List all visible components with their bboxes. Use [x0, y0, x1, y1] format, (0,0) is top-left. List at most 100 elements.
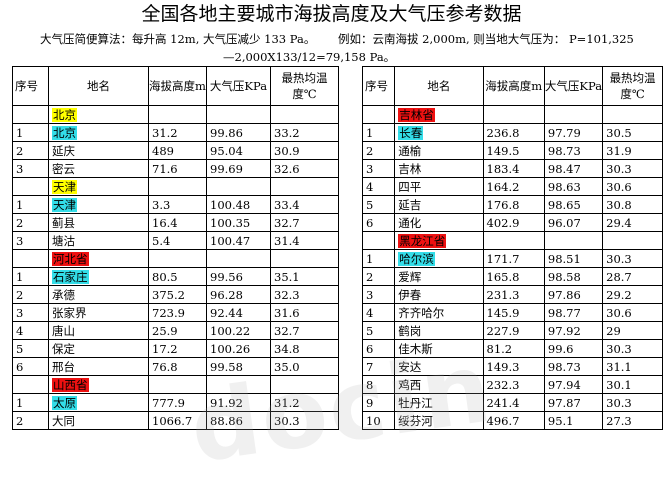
altitude-cell — [148, 177, 207, 196]
altitude-cell: 81.2 — [482, 339, 545, 358]
row-no: 6 — [361, 213, 396, 232]
temp-cell: 34.8 — [270, 339, 339, 358]
row-no: 10 — [361, 411, 396, 430]
place-cell: 鸡西 — [394, 375, 484, 394]
place-name: 通榆 — [398, 143, 422, 158]
header-row: 序号 地名 海拔高度m 大气压KPa 最热均温度℃ — [12, 66, 339, 106]
row-no: 1 — [361, 249, 396, 268]
altitude-cell: 17.2 — [148, 339, 207, 358]
altitude-cell — [148, 105, 207, 124]
altitude-cell: 1066.7 — [148, 411, 207, 430]
place-name: 太原 — [52, 395, 77, 410]
table-row: 1 北京 31.2 99.86 33.2 — [12, 123, 339, 142]
altitude-cell: 231.3 — [482, 285, 545, 304]
row-no: 9 — [361, 393, 396, 412]
altitude-cell: 176.8 — [482, 195, 545, 214]
temp-cell: 30.3 — [270, 411, 339, 430]
temp-cell: 30.3 — [602, 249, 663, 268]
place-name: 长春 — [398, 125, 424, 140]
altitude-cell: 76.8 — [148, 357, 207, 376]
pressure-cell — [543, 105, 604, 124]
pressure-cell: 100.47 — [206, 231, 271, 250]
group-name-cell: 河北省 — [48, 249, 149, 268]
temp-cell: 31.2 — [270, 393, 339, 412]
temp-cell — [270, 249, 339, 268]
row-no: 3 — [361, 285, 396, 304]
header-hottest: 最热均温度℃ — [270, 66, 339, 106]
temp-cell: 30.3 — [602, 159, 663, 178]
table-row: 5 延吉 176.8 98.65 30.8 — [361, 195, 663, 214]
altitude-cell: 183.4 — [482, 159, 545, 178]
group-row: 吉林省 — [361, 105, 663, 124]
row-no: 3 — [12, 303, 49, 322]
row-no: 2 — [12, 141, 49, 160]
place-cell: 大同 — [48, 411, 149, 430]
page-title: 全国各地主要城市海拔高度及大气压参考数据 — [141, 3, 522, 25]
group-row: 黑龙江省 — [361, 231, 663, 250]
pressure-cell: 98.51 — [543, 249, 604, 268]
pressure-cell: 92.44 — [206, 303, 271, 322]
table-row: 10 绥芬河 496.7 95.1 27.3 — [361, 411, 663, 430]
altitude-cell: 80.5 — [148, 267, 207, 286]
place-name: 北京 — [52, 125, 77, 140]
place-cell: 通化 — [394, 213, 484, 232]
table-row: 1 哈尔滨 171.7 98.51 30.3 — [361, 249, 663, 268]
group-name: 北京 — [52, 107, 77, 122]
table-row: 5 保定 17.2 100.26 34.8 — [12, 339, 339, 358]
row-no: 3 — [361, 159, 396, 178]
temp-cell: 30.3 — [602, 393, 663, 412]
place-name: 齐齐哈尔 — [398, 305, 445, 320]
table-row: 9 牡丹江 241.4 97.87 30.3 — [361, 393, 663, 412]
row-no — [12, 375, 49, 394]
place-name: 佳木斯 — [398, 341, 433, 356]
pressure-cell: 97.79 — [543, 123, 604, 142]
altitude-cell — [148, 375, 207, 394]
group-name-cell: 山西省 — [48, 375, 149, 394]
altitude-cell: 236.8 — [482, 123, 545, 142]
place-cell: 张家界 — [48, 303, 149, 322]
pressure-cell — [206, 375, 271, 394]
pressure-cell — [206, 177, 271, 196]
row-no — [361, 105, 396, 124]
place-cell: 齐齐哈尔 — [394, 303, 484, 322]
table-row: 1 天津 3.3 100.48 33.4 — [12, 195, 339, 214]
altitude-cell: 232.3 — [482, 375, 545, 394]
place-name: 石家庄 — [52, 269, 89, 284]
pressure-cell: 99.58 — [206, 357, 271, 376]
pressure-cell: 97.92 — [543, 321, 604, 340]
place-name: 绥芬河 — [398, 413, 433, 428]
place-name: 爱辉 — [398, 269, 422, 284]
row-no — [12, 249, 49, 268]
table-row: 2 爱辉 165.8 98.58 28.7 — [361, 267, 663, 286]
header-no: 序号 — [361, 66, 396, 106]
pressure-cell: 91.92 — [206, 393, 271, 412]
altitude-cell: 496.7 — [482, 411, 545, 430]
table-row: 2 大同 1066.7 88.86 30.3 — [12, 411, 339, 430]
pressure-cell: 99.6 — [543, 339, 604, 358]
temp-cell: 30.5 — [602, 123, 663, 142]
group-row: 河北省 — [12, 249, 339, 268]
table-row: 6 通化 402.9 96.07 29.4 — [361, 213, 663, 232]
table-row: 1 石家庄 80.5 99.56 35.1 — [12, 267, 339, 286]
place-cell: 哈尔滨 — [394, 249, 484, 268]
group-name-cell: 吉林省 — [394, 105, 484, 124]
place-cell: 北京 — [48, 123, 149, 142]
place-name: 四平 — [398, 179, 422, 194]
place-name: 保定 — [52, 341, 75, 356]
example-continuation: —2,000X133/12=79,158 Pa。 — [223, 50, 396, 64]
table-row: 1 长春 236.8 97.79 30.5 — [361, 123, 663, 142]
temp-cell — [270, 105, 339, 124]
place-cell: 邢台 — [48, 357, 149, 376]
table-row: 3 塘沽 5.4 100.47 31.4 — [12, 231, 339, 250]
group-name-cell: 北京 — [48, 105, 149, 124]
altitude-cell: 227.9 — [482, 321, 545, 340]
temp-cell — [602, 231, 663, 250]
row-no: 1 — [12, 195, 49, 214]
header-place: 地名 — [48, 66, 149, 106]
table-row: 4 四平 164.2 98.63 30.6 — [361, 177, 663, 196]
place-cell: 通榆 — [394, 141, 484, 160]
group-name-cell: 天津 — [48, 177, 149, 196]
place-cell: 天津 — [48, 195, 149, 214]
temp-cell: 30.6 — [602, 177, 663, 196]
table-row: 2 延庆 489 95.04 30.9 — [12, 141, 339, 160]
